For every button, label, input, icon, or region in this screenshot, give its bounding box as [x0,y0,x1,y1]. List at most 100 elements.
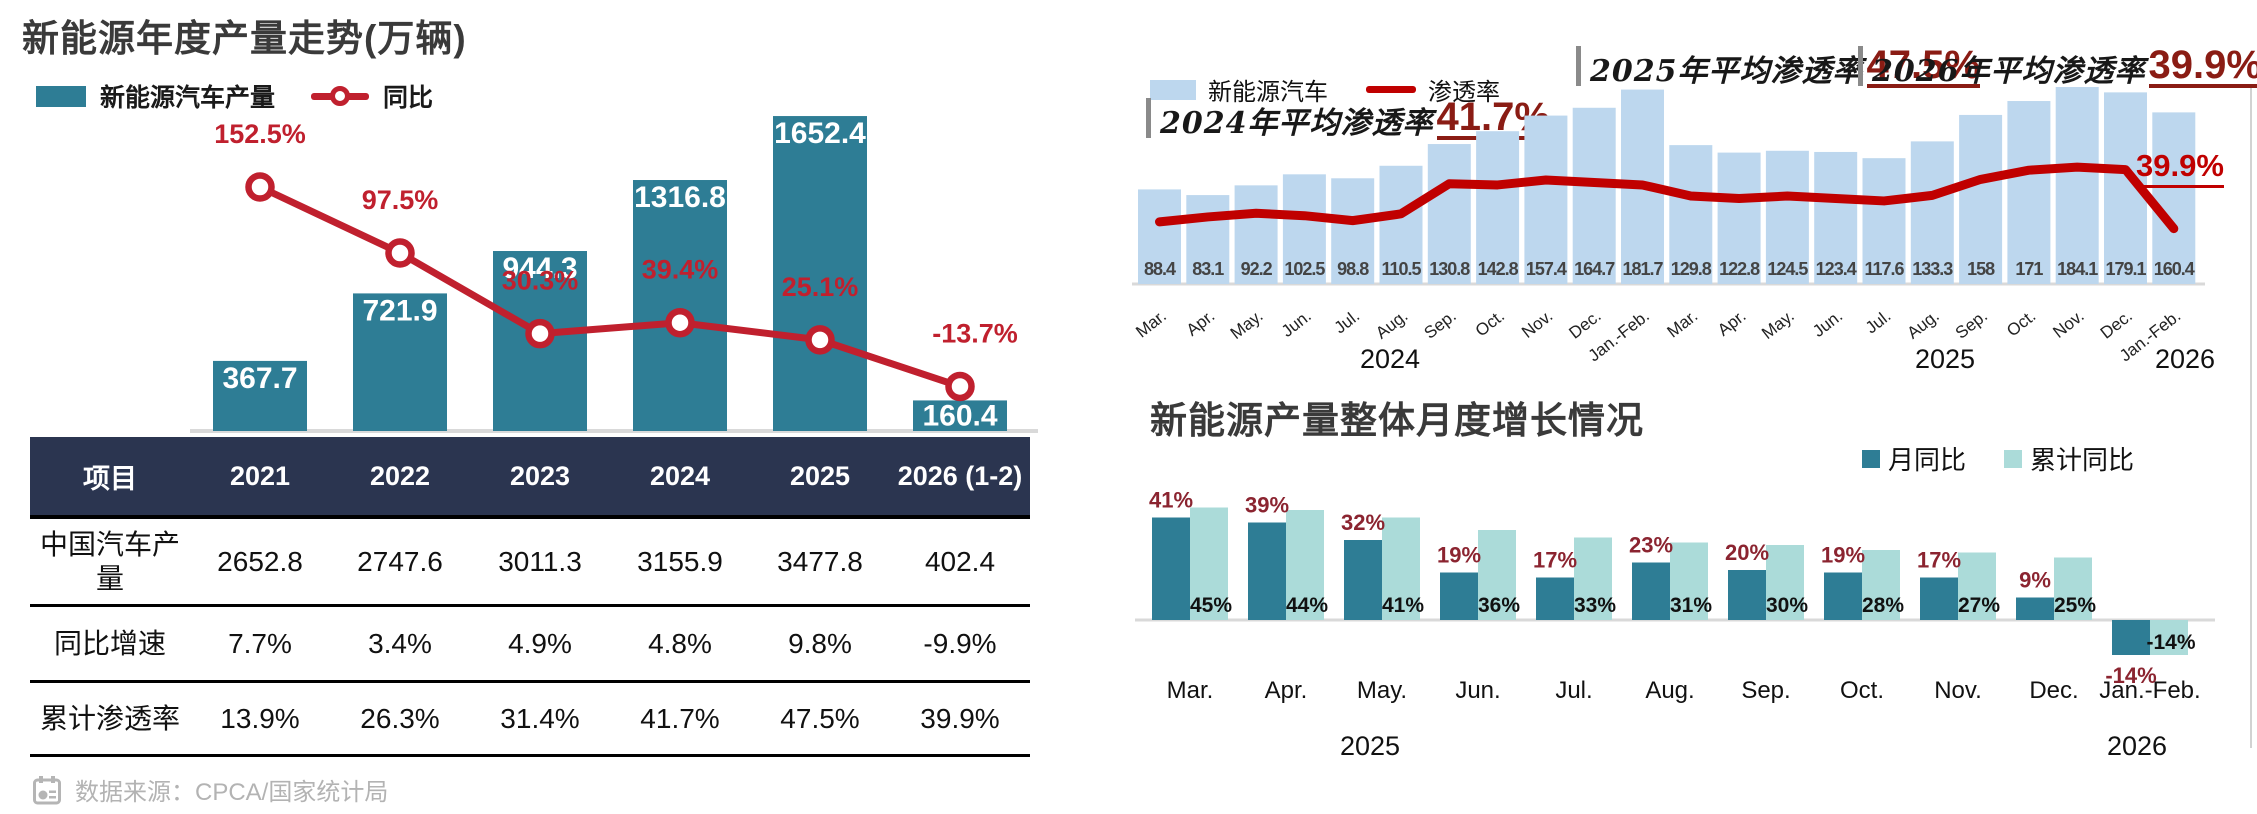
month-axis-label: Mar. [1664,306,1702,341]
monthly-bar-value-label: 179.1 [2105,259,2146,279]
penetration-line-legend-label: 渗透率 [1428,79,1500,106]
year-axis-label: 2025 [1340,731,1400,761]
table-cell: 2652.8 [217,545,303,577]
cumulative-yoy-bar [1766,545,1804,620]
monthly-bar-value-label: 83.1 [1192,259,1224,279]
penetration-line-end-label: 39.9% [2136,148,2224,188]
monthly-bar-value-label: 158 [1967,259,1995,279]
yoy-line-marker [945,371,975,402]
month-axis-label: Apr. [1714,306,1750,340]
monthly-bar [1910,141,1954,284]
month-axis-label: Jun. [1278,306,1315,341]
monthly-growth-title: 新能源产量整体月度增长情况 [1150,400,1644,441]
annual-production-chart: 367.7 721.9 944.3 1316.8 1652.4 160.4 152.5% 97… [190,116,1038,433]
table-cell: 26.3% [360,702,440,734]
cumulative-yoy-value-label: 28% [1862,594,1904,617]
annual-bar-2025 [773,116,867,432]
table-header-cell: 2025 [789,460,851,491]
monthly-bar [1234,185,1278,284]
table-header-row: 项目 2021 2022 2023 2024 2025 2026 (1-2) [30,437,1030,519]
monthly-bar [2152,112,2196,284]
table-cell: 3011.3 [498,545,582,577]
monthly-yoy-bar [1344,540,1382,620]
table-cell: 13.9% [220,702,300,734]
production-bar-legend-swatch [36,85,86,107]
annual-summary-table: 项目 2021 2022 2023 2024 2025 2026 (1-2) 中… [30,437,1030,757]
annual-bar-value-label: 1652.4 [774,117,866,150]
cumulative-yoy-bar [1478,530,1516,620]
table-cell: 41.7% [640,702,720,734]
month-axis-label: Aug. [1903,306,1942,343]
month-axis-label: Mar. [1132,306,1170,341]
annotation-text: 2025年平均渗透率 [1590,54,1864,89]
monthly-yoy-value-label: 20% [1725,540,1769,565]
cumulative-yoy-value-label: 45% [1190,594,1232,617]
monthly-bar-value-label: 181.7 [1622,259,1663,279]
monthly-bar [1814,151,1858,284]
cumulative-yoy-bar [1286,510,1324,620]
table-header-cell: 2021 [229,460,291,491]
year-axis-label: 2025 [1915,344,1975,374]
yoy-value-label: 30.3% [502,266,579,296]
monthly-yoy-bar [1248,522,1286,620]
monthly-yoy-bar [1728,570,1766,620]
table-cell: 3.4% [368,627,432,659]
row-label: 累计渗透率 [39,702,180,734]
monthly-yoy-legend-item: 月同比 [1862,440,1966,477]
annual-bar-2022 [353,293,447,431]
monthly-yoy-bar [1632,562,1670,620]
monthly-bar [1669,145,1713,284]
annual-bar-value-label: 721.9 [362,294,437,327]
month-axis-label: Sep. [1952,306,1991,343]
annotation-2025-penetration: 2025年平均渗透率 47.5% [1576,45,1980,89]
cumulative-yoy-bar [1190,507,1228,620]
cumulative-yoy-value-label: 27% [1958,594,2000,617]
monthly-bar-value-label: 117.6 [1864,259,1904,279]
month-axis-label: Dec. [1565,306,1604,343]
month-axis-label: May. [1357,677,1407,704]
monthly-yoy-value-label: -14% [2105,663,2156,688]
cumulative-yoy-value-label: 33% [1574,594,1616,617]
annual-bar-2026 (1-2) [913,400,1007,431]
annotation-2026-penetration: 2026年平均渗透率 39.9% [1858,45,2257,89]
month-axis-label: Nov. [2049,306,2087,342]
monthly-yoy-value-label: 19% [1437,543,1481,568]
cumulative-yoy-bar [2054,557,2092,620]
monthly-bar-value-label: 88.4 [1144,259,1176,279]
monthly-bar-value-label: 130.8 [1429,259,1470,279]
monthly-bar [1186,195,1230,284]
monthly-bar-value-label: 123.4 [1816,259,1857,279]
monthly-production-chart: 88.4 Mar. 83.1 Apr. 92.2 May. 102.5 Jun. 98.8 Jul… [1132,87,2215,374]
monthly-bar [2055,87,2099,284]
table-cell: 7.7% [228,627,292,659]
cumulative-yoy-value-label: 36% [1478,594,1520,617]
table-cell: 4.9% [508,627,572,659]
yoy-line-marker [245,172,275,202]
month-axis-label: Oct. [1472,306,1508,340]
cumulative-yoy-value-label: 41% [1382,594,1424,617]
cumulative-yoy-value-label: 30% [1766,594,1808,617]
annotation-divider-bar [1146,98,1151,138]
monthly-yoy-bar [2016,597,2054,620]
production-bar-legend-label: 新能源汽车产量 [100,84,276,112]
monthly-bar [1379,165,1423,284]
table-cell: 31.4% [500,702,580,734]
year-axis-label: 2026 [2107,731,2167,761]
month-axis-label: Jun. [1809,306,1846,341]
month-axis-label: May. [1758,306,1798,343]
monthly-bar [1524,115,1568,284]
annotation-text: 2026年平均渗透率 [1872,54,2146,89]
monthly-yoy-legend-swatch [1862,449,1880,468]
monthly-production-legend: 新能源汽车 渗透率 [1150,72,1500,107]
table-cell: 3477.8 [777,545,863,577]
table-cell: 2747.6 [357,545,443,577]
right-edge-divider [2250,88,2252,748]
monthly-bar-value-label: 133.3 [1912,259,1953,279]
month-axis-label: Jan.-Feb. [2099,677,2200,704]
monthly-bar-value-label: 164.7 [1574,259,1615,279]
cumulative-yoy-bar [2150,620,2188,655]
table-row: 累计渗透率 13.9% 26.3% 31.4% 41.7% 47.5% 39.9… [30,683,1030,757]
row-label: 同比增速 [53,627,166,659]
left-chart-legend: 新能源汽车产量 同比 [36,78,433,114]
monthly-bar [1282,174,1326,284]
